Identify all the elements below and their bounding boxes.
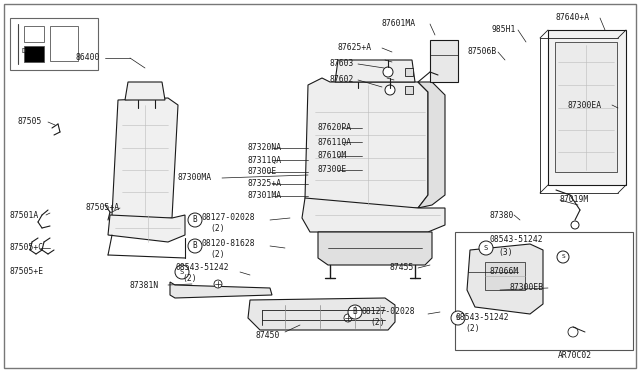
Polygon shape (318, 232, 432, 265)
Circle shape (348, 305, 362, 319)
Bar (430, 40, 458, 82)
Text: 87300E: 87300E (248, 167, 277, 176)
Text: 87381N: 87381N (130, 280, 159, 289)
Text: B: B (353, 308, 357, 317)
Text: (2): (2) (210, 250, 225, 259)
Text: 87506B: 87506B (468, 48, 497, 57)
Text: (2): (2) (210, 224, 225, 232)
Text: 87620PA: 87620PA (318, 124, 352, 132)
Circle shape (568, 327, 578, 337)
Polygon shape (467, 244, 543, 314)
Text: B: B (193, 215, 197, 224)
Text: 87601MA: 87601MA (382, 19, 416, 29)
Bar (455, 232, 633, 350)
Text: 87610M: 87610M (318, 151, 348, 160)
Polygon shape (418, 82, 445, 208)
Bar (10, 18, 98, 70)
Text: 87300EB: 87300EB (510, 283, 544, 292)
Polygon shape (305, 78, 428, 210)
Circle shape (188, 213, 202, 227)
Text: 87300E: 87300E (318, 166, 348, 174)
Text: D: D (22, 48, 26, 54)
Text: 87311QA: 87311QA (248, 155, 282, 164)
Text: 08543-51242: 08543-51242 (455, 314, 509, 323)
Text: (3): (3) (498, 247, 513, 257)
Text: 08543-51242: 08543-51242 (490, 235, 543, 244)
Text: B: B (193, 241, 197, 250)
Text: 87505: 87505 (18, 118, 42, 126)
Circle shape (344, 314, 352, 322)
Text: 87611QA: 87611QA (318, 138, 352, 147)
Bar (24, 26, 44, 42)
Text: 985H1: 985H1 (492, 26, 516, 35)
Polygon shape (112, 98, 178, 222)
Text: (2): (2) (182, 273, 196, 282)
Text: 87455: 87455 (390, 263, 414, 273)
Text: S: S (180, 269, 184, 275)
Bar (405, 86, 413, 94)
Text: 87640+A: 87640+A (556, 13, 590, 22)
Text: 87300MA: 87300MA (178, 173, 212, 183)
Text: 08127-02028: 08127-02028 (202, 214, 255, 222)
Text: 08543-51242: 08543-51242 (175, 263, 228, 273)
Bar (485, 262, 525, 290)
Circle shape (571, 221, 579, 229)
Bar (24, 46, 44, 62)
Text: 87505+C: 87505+C (10, 244, 44, 253)
Bar (548, 30, 626, 185)
Text: S: S (561, 254, 565, 260)
Bar (555, 42, 617, 172)
Polygon shape (248, 298, 395, 330)
Circle shape (385, 85, 395, 95)
Polygon shape (170, 282, 272, 298)
Text: 87505+E: 87505+E (10, 267, 44, 276)
Text: 87450: 87450 (255, 330, 280, 340)
Polygon shape (335, 60, 415, 82)
Text: 87602: 87602 (330, 76, 355, 84)
Text: 87066M: 87066M (490, 267, 519, 276)
Text: S: S (484, 245, 488, 251)
Circle shape (479, 241, 493, 255)
Circle shape (188, 239, 202, 253)
Circle shape (383, 67, 393, 77)
Text: 87320NA: 87320NA (248, 144, 282, 153)
Polygon shape (125, 82, 165, 100)
Text: 87380: 87380 (490, 211, 515, 219)
Text: 86400: 86400 (75, 54, 99, 62)
Text: (2): (2) (465, 324, 479, 333)
Text: 87019M: 87019M (560, 196, 589, 205)
Text: S: S (456, 315, 460, 321)
Text: 87603: 87603 (330, 60, 355, 68)
Text: 87300EA: 87300EA (568, 100, 602, 109)
Circle shape (175, 265, 189, 279)
Text: 87325+A: 87325+A (248, 180, 282, 189)
Text: 08127-02028: 08127-02028 (362, 308, 415, 317)
Text: 87501A: 87501A (10, 211, 39, 219)
Circle shape (451, 311, 465, 325)
Bar (405, 68, 413, 76)
Text: 87625+A: 87625+A (338, 44, 372, 52)
Text: 87301MA: 87301MA (248, 192, 282, 201)
Text: 87505+A: 87505+A (85, 203, 119, 212)
Circle shape (214, 280, 222, 288)
Polygon shape (108, 215, 185, 242)
Text: AR70C02: AR70C02 (558, 352, 592, 360)
Text: 08120-81628: 08120-81628 (202, 240, 255, 248)
Polygon shape (302, 198, 445, 232)
Bar (50, 26, 78, 61)
Text: (2): (2) (370, 317, 385, 327)
Circle shape (557, 251, 569, 263)
